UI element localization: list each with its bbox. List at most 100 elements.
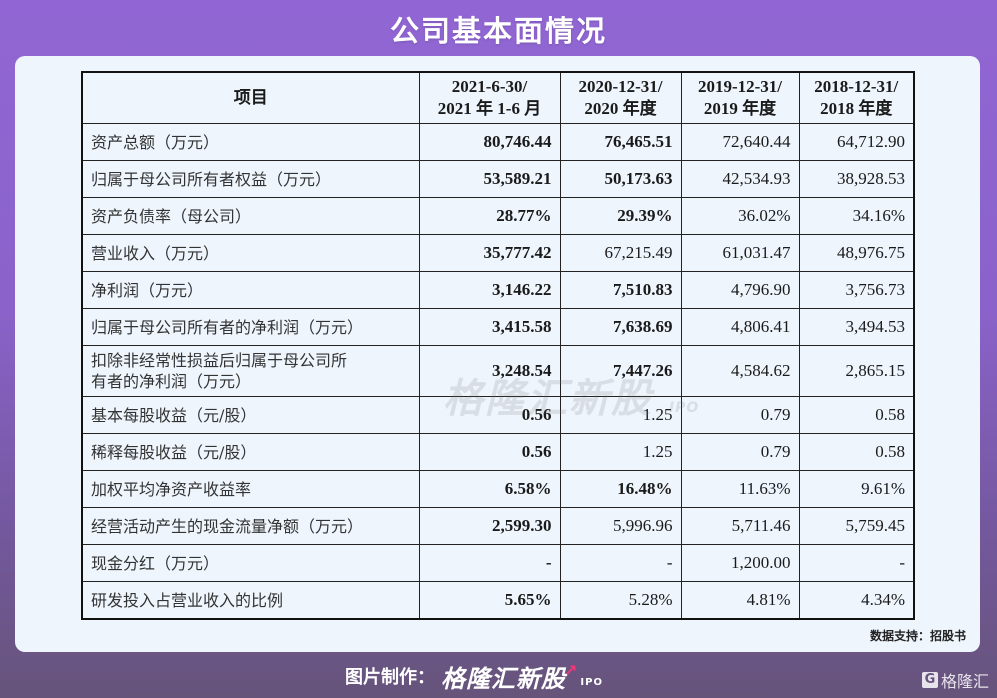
cell-value: 0.56: [418, 433, 561, 471]
row-label: 营业收入（万元）: [81, 234, 420, 272]
column-header-line: 2019-12-31/: [697, 77, 783, 96]
brand-name: 格隆汇新股: [441, 664, 566, 693]
cell-value: 36.02%: [680, 197, 800, 235]
cell-value: 3,756.73: [798, 271, 915, 309]
column-header-line: 2021 年 1-6 月: [437, 99, 542, 118]
cell-value: 0.79: [680, 396, 800, 434]
page-title: 公司基本面情况: [389, 14, 607, 48]
cell-value: 3,248.54: [418, 345, 561, 397]
cell-value: 3,415.58: [418, 308, 561, 346]
table-row: 现金分红（万元） - -1,200.00-: [81, 544, 915, 582]
cell-value: 76,465.51: [559, 123, 682, 161]
row-label-line: 有者的净利润（万元）: [91, 372, 252, 391]
cell-value: 48,976.75: [798, 234, 915, 272]
column-header-line: 2020-12-31/: [578, 77, 663, 96]
cell-value: 0.58: [798, 433, 915, 471]
cell-value: 5.65%: [418, 581, 561, 620]
table-row: 归属于母公司所有者的净利润（万元） 3,415.58 7,638.69 4,806.4…: [81, 308, 915, 346]
cell-value: 5,711.46: [680, 507, 800, 545]
row-label: 研发投入占营业收入的比例: [81, 581, 420, 620]
column-header-line: 2018 年度: [820, 99, 893, 118]
cell-value: 1.25: [559, 396, 682, 434]
cell-value: 80,746.44: [418, 123, 561, 161]
logo-g-icon: G: [921, 672, 938, 688]
table-row: 经营活动产生的现金流量净额（万元） 2,599.30 5,996.96 5,711.4…: [81, 507, 915, 545]
data-source-note: 数据支持：招股书: [869, 629, 966, 643]
cell-value: 0.56: [418, 396, 561, 434]
image-credit: 图片制作： 格隆汇新股 ↗ IPO: [345, 660, 603, 693]
cell-value: 16.48%: [559, 470, 682, 508]
row-label: 现金分红（万元）: [81, 544, 420, 582]
column-header-label: 项目: [233, 88, 268, 107]
trend-arrow-icon: ↗: [564, 660, 578, 680]
table-row: 加权平均净资产收益率 6.58% 16.48% 11.63% 9.61%: [81, 470, 915, 508]
footer: 图片制作： 格隆汇新股 ↗ IPO G 格隆汇: [0, 660, 997, 698]
row-label: 资产负债率（母公司）: [81, 197, 420, 235]
gelonghui-logo: G 格隆汇: [921, 668, 989, 692]
table-row: 营业收入（万元） 35,777.42 67,215.49 61,031.47 48,97…: [81, 234, 915, 272]
row-label-line: 扣除非经常性损益后归属于母公司所: [91, 351, 348, 370]
cell-value: 50,173.63: [559, 160, 682, 198]
column-header-2021h1: 2021-6-30/2021 年 1-6 月: [418, 71, 561, 124]
cell-value: 7,447.26: [559, 345, 682, 397]
cell-value: 11.63%: [680, 470, 800, 508]
cell-value: 7,510.83: [559, 271, 682, 309]
table-row: 扣除非经常性损益后归属于母公司所 有者的净利润（万元） 3,248.54 7,447.…: [81, 345, 915, 397]
column-header-line: 2020 年度: [584, 99, 657, 118]
cell-value: 3,494.53: [798, 308, 915, 346]
cell-value: 53,589.21: [418, 160, 561, 198]
row-label: 稀释每股收益（元/股）: [81, 433, 420, 471]
column-header-line: 2021-6-30/: [451, 77, 528, 96]
row-label: 归属于母公司所有者权益（万元）: [81, 160, 420, 198]
table-row: 稀释每股收益（元/股） 0.56 1.25 0.79 0.58: [81, 433, 915, 471]
cell-value: 1,200.00: [680, 544, 800, 582]
cell-value: 67,215.49: [559, 234, 682, 272]
row-label: 净利润（万元）: [81, 271, 420, 309]
column-header-2019: 2019-12-31/2019 年度: [680, 71, 800, 124]
cell-value: 4,806.41: [680, 308, 800, 346]
cell-value: 2,865.15: [798, 345, 915, 397]
cell-value: 5,759.45: [798, 507, 915, 545]
cell-value: 61,031.47: [680, 234, 800, 272]
column-header-2018: 2018-12-31/2018 年度: [798, 71, 915, 124]
column-header-line: 2018-12-31/: [814, 77, 899, 96]
cell-value: 64,712.90: [798, 123, 915, 161]
cell-value: 38,928.53: [798, 160, 915, 198]
cell-value: 9.61%: [798, 470, 915, 508]
cell-value: 6.58%: [418, 470, 561, 508]
table-row: 研发投入占营业收入的比例 5.65% 5.28% 4.81% 4.34%: [81, 581, 915, 620]
table-row: 净利润（万元） 3,146.22 7,510.83 4,796.90 3,756.73: [81, 271, 915, 309]
cell-value: 35,777.42: [418, 234, 561, 272]
column-header-item: 项目: [81, 71, 420, 124]
cell-value: -: [559, 544, 682, 582]
row-label: 归属于母公司所有者的净利润（万元）: [81, 308, 420, 346]
table-header-row: 项目 2021-6-30/2021 年 1-6 月 2020-12-31/202…: [81, 71, 915, 124]
cell-value: 29.39%: [559, 197, 682, 235]
cell-value: 0.79: [680, 433, 800, 471]
cell-value: 5,996.96: [559, 507, 682, 545]
cell-value: -: [798, 544, 915, 582]
cell-value: 4.34%: [798, 581, 915, 620]
logo-text: 格隆汇: [940, 672, 989, 691]
row-label: 基本每股收益（元/股）: [81, 396, 420, 434]
cell-value: 42,534.93: [680, 160, 800, 198]
cell-value: 2,599.30: [418, 507, 561, 545]
cell-value: -: [418, 544, 561, 582]
cell-value: 3,146.22: [418, 271, 561, 309]
row-label: 资产总额（万元）: [81, 123, 420, 161]
column-header-line: 2019 年度: [703, 99, 777, 118]
content-card: 项目 2021-6-30/2021 年 1-6 月 2020-12-31/202…: [15, 56, 980, 652]
cell-value: 0.58: [798, 396, 915, 434]
table-row: 基本每股收益（元/股） 0.56 1.25 0.79 0.58: [81, 396, 915, 434]
credit-label: 图片制作：: [345, 667, 435, 688]
column-header-2020: 2020-12-31/2020 年度: [559, 71, 682, 124]
cell-value: 28.77%: [418, 197, 561, 235]
cell-value: 5.28%: [559, 581, 682, 620]
table-row: 资产总额（万元） 80,746.44 76,465.51 72,640.44 64,71…: [81, 123, 915, 161]
cell-value: 34.16%: [798, 197, 915, 235]
table-row: 资产负债率（母公司） 28.77% 29.39% 36.02% 34.16%: [81, 197, 915, 235]
table-body: 资产总额（万元） 80,746.44 76,465.51 72,640.44 64,71…: [81, 123, 915, 620]
row-label: 扣除非经常性损益后归属于母公司所 有者的净利润（万元）: [81, 345, 420, 397]
financial-table: 项目 2021-6-30/2021 年 1-6 月 2020-12-31/202…: [81, 71, 915, 620]
cell-value: 7,638.69: [559, 308, 682, 346]
